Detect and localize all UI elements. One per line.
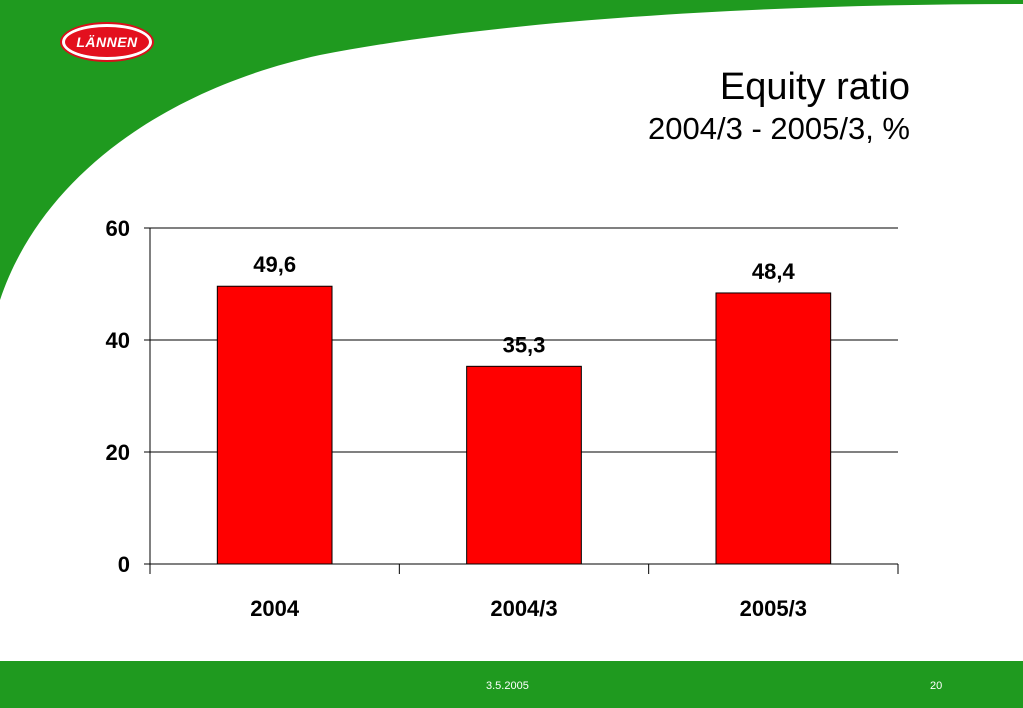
lannen-logo: LÄNNEN [60,22,154,62]
footer-bar: 3.5.2005 20 [0,661,1023,708]
x-tick-label: 2005/3 [740,596,807,621]
x-tick-label: 2004/3 [490,596,557,621]
y-tick-label: 40 [106,328,130,353]
footer-date: 3.5.2005 [486,680,529,692]
slide-title-block: Equity ratio 2004/3 - 2005/3, % [648,64,910,148]
y-tick-label: 20 [106,440,130,465]
x-tick-label: 2004 [250,596,300,621]
page-subtitle: 2004/3 - 2005/3, % [648,111,910,146]
y-tick-label: 0 [118,552,130,577]
bar [216,285,333,565]
page-number: 20 [930,680,943,692]
data-label: 49,6 [253,252,296,277]
data-label: 48,4 [752,259,796,284]
data-label: 35,3 [503,332,546,357]
y-tick-label: 60 [106,216,130,241]
bar [715,292,832,565]
bar [466,365,582,565]
logo-text: LÄNNEN [76,34,138,50]
page-title: Equity ratio [719,66,910,108]
logo-badge: LÄNNEN [65,27,149,57]
